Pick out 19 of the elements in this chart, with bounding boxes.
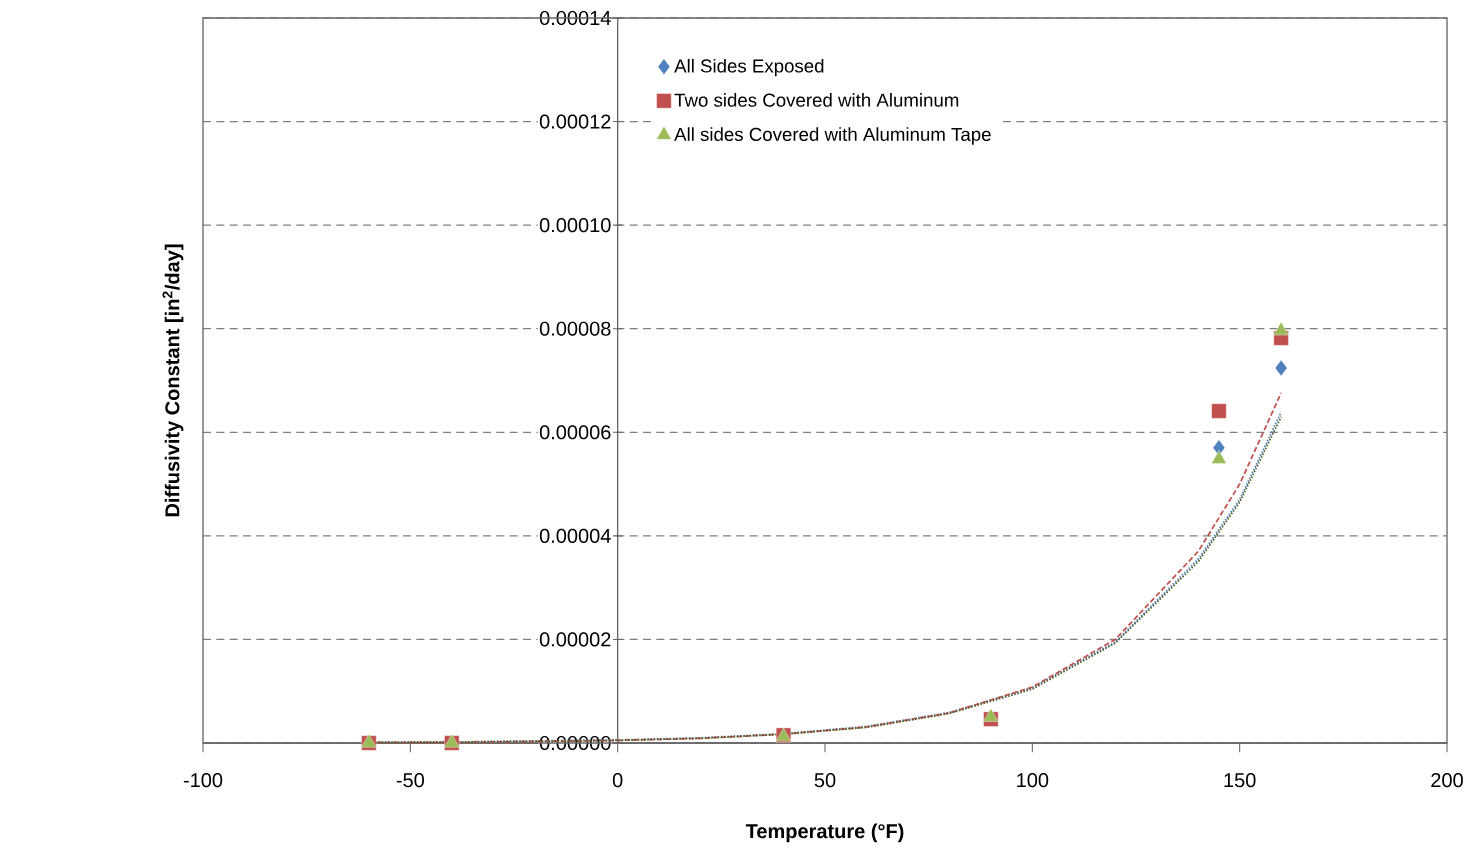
legend-label: All sides Covered with Aluminum Tape [674,127,991,145]
y-axis-title: Diffusivity Constant [in$^{2}$/day] [162,244,184,517]
legend-label: Two sides Covered with Aluminum [674,93,959,107]
x-tick-label: 50 [814,773,836,788]
x-tick-label: 200 [1431,773,1463,788]
y-tick-label: 0.00004 [539,528,611,543]
legend-label: All Sides Exposed [674,58,824,77]
y-tick-label: 0.00006 [539,425,611,440]
y-tick-label: 0.00010 [539,218,611,233]
x-tick-label: 0 [612,773,623,788]
y-tick-label: 0.00012 [539,114,611,129]
y-tick-label: 0.00014 [539,10,611,26]
y-tick-label: 0.00008 [539,321,611,336]
x-tick-label: 100 [1017,773,1049,788]
y-tick-label: 0.00002 [539,632,611,647]
x-tick-label: -50 [396,773,424,788]
x-axis-title: Temperature (°F) [745,823,904,843]
x-tick-label: 150 [1224,773,1256,788]
x-tick-label: -100 [183,773,223,788]
